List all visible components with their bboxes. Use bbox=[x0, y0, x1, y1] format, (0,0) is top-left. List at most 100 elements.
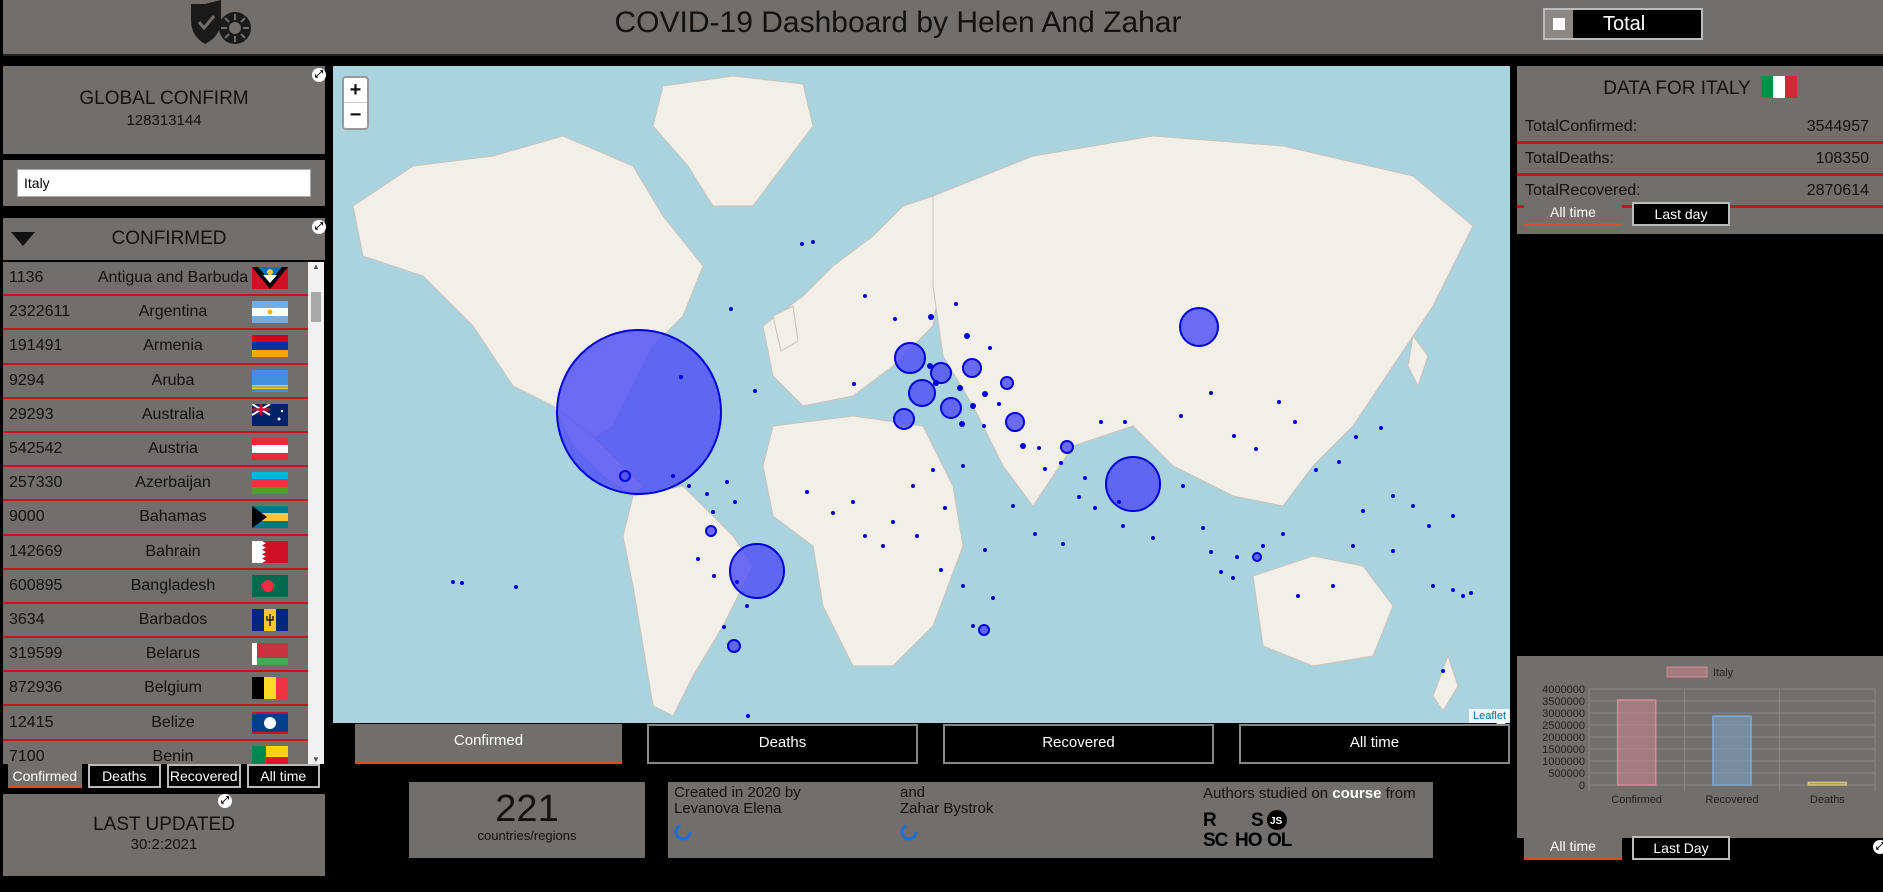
header: COVID-19 Dashboard by Helen And Zahar To… bbox=[3, 0, 1883, 56]
armenia-flag-icon bbox=[252, 335, 288, 358]
legend-label: Italy bbox=[1713, 667, 1734, 679]
map-canvas[interactable] bbox=[333, 66, 1510, 723]
south-africa-marker bbox=[978, 624, 990, 636]
list-tabs: Confirmed Deaths Recovered All time bbox=[3, 764, 325, 790]
github-icon[interactable] bbox=[674, 823, 801, 845]
y-tick-label: 4000000 bbox=[1542, 684, 1585, 696]
chart-tab-last-day[interactable]: Last Day bbox=[1632, 836, 1730, 860]
country-row[interactable]: 142669 Bahrain bbox=[3, 535, 308, 570]
country-row[interactable]: 542542 Austria bbox=[3, 432, 308, 468]
world-map[interactable]: + − Leaflet bbox=[333, 66, 1510, 723]
country-data-row: TotalDeaths: 108350 bbox=[1517, 144, 1883, 176]
author-zahar-link[interactable]: Zahar Bystrok bbox=[900, 800, 994, 817]
github-icon[interactable] bbox=[900, 823, 993, 845]
credits-studied-text: Authors studied on bbox=[1203, 785, 1333, 802]
country-row[interactable]: 3634 Barbados bbox=[3, 603, 308, 639]
fullscreen-icon[interactable]: ⤢ bbox=[312, 68, 326, 82]
total-toggle[interactable]: Total bbox=[1543, 8, 1703, 40]
belarus-flag-icon bbox=[252, 643, 288, 666]
country-row[interactable]: 257330 Azerbaijan bbox=[3, 467, 308, 502]
country-case-count: 872936 bbox=[9, 679, 63, 697]
total-recovered-label: TotalRecovered: bbox=[1525, 181, 1641, 199]
total-checkbox[interactable] bbox=[1545, 10, 1573, 38]
leaflet-attribution-link[interactable]: Leaflet bbox=[1468, 709, 1510, 723]
svg-text:SC: SC bbox=[1203, 830, 1229, 850]
country-row[interactable]: 1136 Antigua and Barbuda bbox=[3, 262, 308, 297]
country-name: Bahrain bbox=[145, 542, 201, 560]
france-marker bbox=[908, 379, 936, 407]
svg-text:R: R bbox=[1203, 810, 1217, 831]
belize-flag-icon bbox=[252, 711, 288, 734]
country-name: Argentina bbox=[138, 303, 208, 321]
map-tab-deaths[interactable]: Deaths bbox=[647, 724, 918, 764]
author-elena-link[interactable]: Levanova Elena bbox=[674, 800, 782, 817]
country-row[interactable]: 2322611 Argentina bbox=[3, 296, 308, 331]
fullscreen-icon[interactable]: ⤢ bbox=[218, 794, 232, 808]
fullscreen-icon[interactable]: ⤢ bbox=[312, 220, 326, 234]
fullscreen-icon[interactable]: ⤢ bbox=[1873, 840, 1883, 854]
list-tab-recovered[interactable]: Recovered bbox=[167, 764, 241, 788]
country-row[interactable]: 12415 Belize bbox=[3, 706, 308, 741]
country-case-count: 600895 bbox=[9, 576, 63, 594]
rs-school-logo-icon[interactable]: R S SC HO OL JS bbox=[1203, 808, 1303, 854]
uk-landmass bbox=[772, 305, 799, 352]
country-name: Bahamas bbox=[139, 508, 207, 526]
country-case-count: 9294 bbox=[9, 371, 45, 389]
map-tab-all-time[interactable]: All time bbox=[1239, 724, 1510, 764]
greenland-landmass bbox=[652, 75, 814, 207]
x-tick-label: Recovered bbox=[1705, 794, 1758, 806]
mexico-marker bbox=[619, 470, 631, 482]
country-data-row: TotalConfirmed: 3544957 bbox=[1517, 112, 1883, 144]
country-row[interactable]: 7100 Benin bbox=[3, 740, 308, 764]
argentina-flag-icon bbox=[252, 301, 288, 324]
country-name: Australia bbox=[141, 405, 205, 423]
country-row[interactable]: 9000 Bahamas bbox=[3, 501, 308, 536]
svg-text:JS: JS bbox=[1270, 816, 1283, 827]
zoom-out-button[interactable]: − bbox=[349, 104, 362, 126]
country-name: Benin bbox=[152, 747, 194, 764]
japan-landmass bbox=[1407, 334, 1429, 388]
uk-marker bbox=[894, 342, 926, 374]
country-row[interactable]: 872936 Belgium bbox=[3, 672, 308, 707]
list-tab-deaths[interactable]: Deaths bbox=[87, 764, 161, 788]
australia-landmass bbox=[1252, 555, 1394, 667]
bahamas-flag-icon bbox=[252, 506, 288, 529]
italy-flag-icon bbox=[1760, 75, 1797, 103]
total-toggle-label: Total bbox=[1603, 12, 1646, 35]
total-confirmed-value: 3544957 bbox=[1806, 117, 1869, 135]
country-row[interactable]: 600895 Bangladesh bbox=[3, 569, 308, 604]
virus-shield-logo-icon bbox=[191, 0, 253, 51]
list-tab-all-time[interactable]: All time bbox=[246, 764, 320, 788]
brazil-marker bbox=[729, 543, 785, 599]
indonesia-marker bbox=[1252, 552, 1262, 562]
list-scrollbar[interactable]: ▲ ▼ bbox=[308, 262, 324, 764]
zoom-in-button[interactable]: + bbox=[344, 78, 367, 103]
country-case-count: 319599 bbox=[9, 645, 63, 663]
country-list: 1136 Antigua and Barbuda 2322611 Argentina 1… bbox=[3, 262, 308, 764]
last-updated-title: LAST UPDATED bbox=[93, 814, 235, 835]
country-tab-last-day[interactable]: Last day bbox=[1632, 202, 1730, 226]
usa-marker bbox=[556, 329, 722, 495]
y-tick-label: 3500000 bbox=[1542, 696, 1585, 708]
russia-marker bbox=[1179, 307, 1219, 347]
bar-chart: Italy 40000003500000300000025000002000000… bbox=[1542, 666, 1876, 806]
country-row[interactable]: 29293 Australia bbox=[3, 398, 308, 433]
map-tab-confirmed[interactable]: Confirmed bbox=[355, 724, 622, 764]
country-case-count: 7100 bbox=[9, 747, 45, 764]
chart-tab-all-time[interactable]: All time bbox=[1524, 836, 1622, 860]
country-row[interactable]: 319599 Belarus bbox=[3, 638, 308, 673]
country-case-count: 191491 bbox=[9, 337, 63, 355]
global-confirm-panel: ⤢ GLOBAL CONFIRM 128313144 bbox=[3, 66, 326, 154]
course-link[interactable]: course bbox=[1332, 785, 1382, 802]
country-name: Antigua and Barbuda bbox=[97, 269, 249, 287]
india-marker bbox=[1105, 456, 1161, 512]
europe-landmass bbox=[762, 195, 944, 407]
country-tab-all-time[interactable]: All time bbox=[1524, 202, 1622, 226]
collapse-triangle-icon[interactable] bbox=[11, 232, 35, 251]
list-tab-confirmed[interactable]: Confirmed bbox=[8, 764, 82, 788]
country-row[interactable]: 9294 Aruba bbox=[3, 364, 308, 399]
map-tab-recovered[interactable]: Recovered bbox=[943, 724, 1214, 764]
country-row[interactable]: 191491 Armenia bbox=[3, 330, 308, 365]
last-updated-panel: ⤢ LAST UPDATED 30:2:2021 bbox=[3, 794, 325, 876]
country-search-input[interactable] bbox=[17, 169, 311, 197]
